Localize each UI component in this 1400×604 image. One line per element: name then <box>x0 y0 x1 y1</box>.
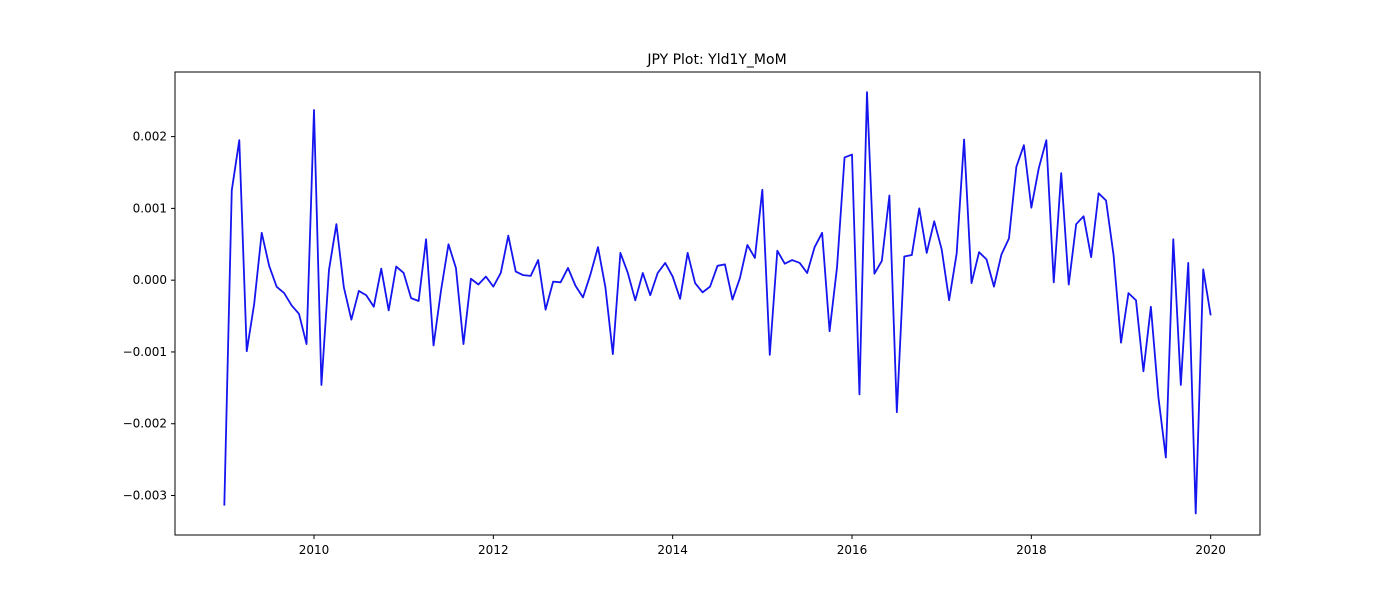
x-tick-label: 2010 <box>299 543 330 557</box>
y-tick-label: −0.003 <box>123 489 167 503</box>
series-line-0 <box>223 91 1212 515</box>
y-tick-label: −0.002 <box>123 417 167 431</box>
y-axis: −0.003 −0.002 −0.001 0.000 0.001 0.002 <box>123 130 175 503</box>
x-tick-label: 2018 <box>1016 543 1047 557</box>
x-tick-label: 2020 <box>1195 543 1226 557</box>
x-tick-label: 2014 <box>657 543 688 557</box>
x-axis: 2010 2012 2014 2016 2018 2020 <box>299 535 1226 557</box>
chart-title: JPY Plot: Yld1Y_MoM <box>646 52 786 68</box>
plot-area <box>223 91 1212 515</box>
x-tick-label: 2012 <box>478 543 509 557</box>
x-tick-label: 2016 <box>837 543 868 557</box>
y-tick-label: 0.001 <box>133 201 167 215</box>
y-tick-label: 0.002 <box>133 130 167 144</box>
plot-frame <box>174 71 1261 536</box>
y-tick-label: −0.001 <box>123 345 167 359</box>
y-tick-label: 0.000 <box>133 273 167 287</box>
